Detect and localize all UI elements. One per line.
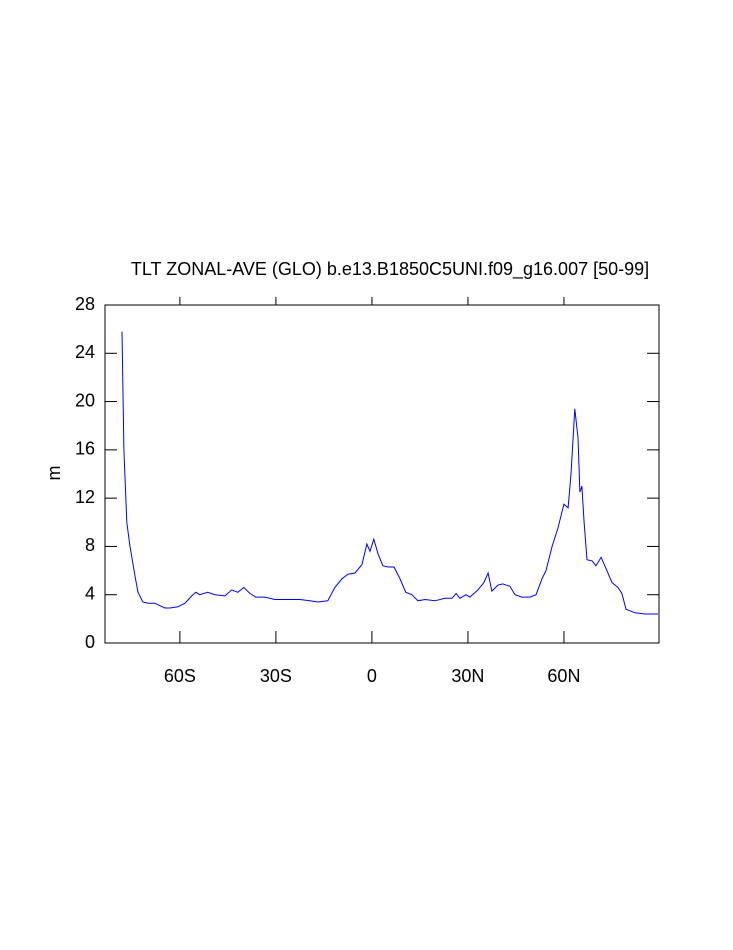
plot-frame — [104, 304, 660, 644]
x-tick-label: 30N — [451, 666, 484, 686]
y-tick-label: 24 — [75, 342, 95, 362]
y-tick-label: 0 — [85, 632, 95, 652]
x-tick-label: 60S — [164, 666, 196, 686]
y-tick-label: 12 — [75, 487, 95, 507]
y-tick-label: 28 — [75, 294, 95, 314]
x-tick-label: 30S — [260, 666, 292, 686]
x-tick-label: 60N — [547, 666, 580, 686]
y-tick-label: 20 — [75, 390, 95, 410]
y-tick-label: 4 — [85, 583, 95, 603]
y-tick-label: 16 — [75, 439, 95, 459]
x-tick-label: 0 — [367, 666, 377, 686]
y-tick-label: 8 — [85, 535, 95, 555]
chart-title: TLT ZONAL-AVE (GLO) b.e13.B1850C5UNI.f09… — [131, 259, 649, 280]
data-line — [121, 331, 658, 615]
y-axis-label: m — [44, 466, 64, 481]
